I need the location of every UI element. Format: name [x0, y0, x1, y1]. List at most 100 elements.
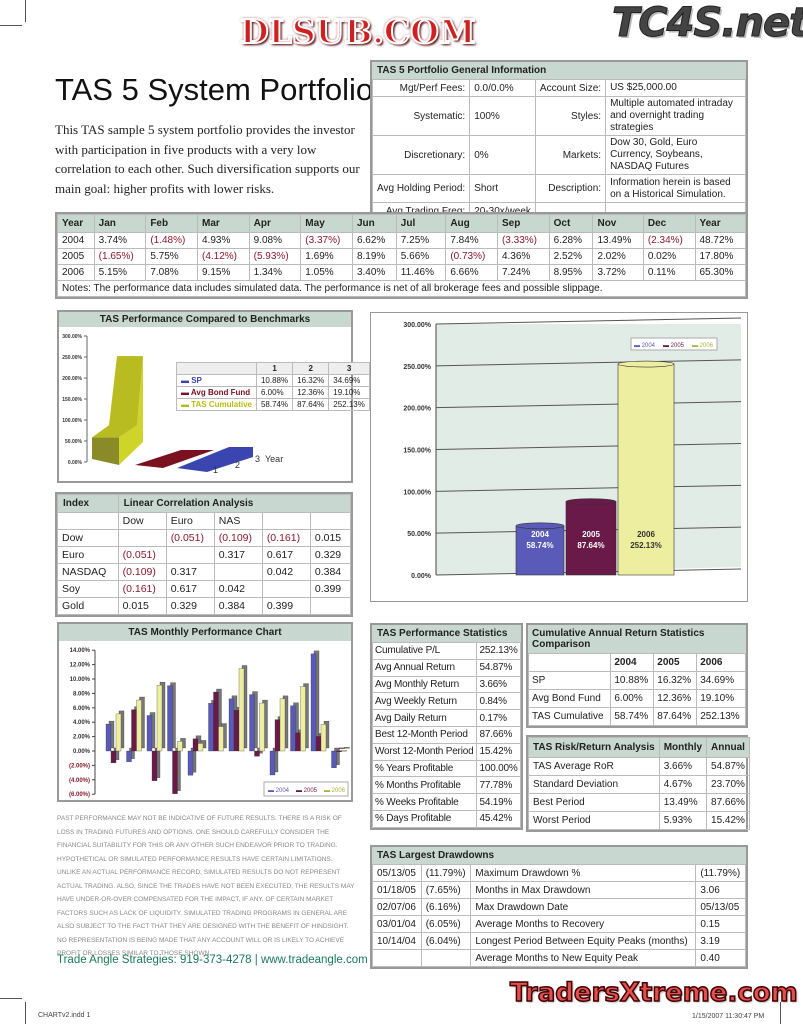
table-row: 2006 5.15% 7.08% 9.15% 1.34% 1.05% 3.40% 11.46%…	[57, 264, 746, 281]
table-cell: 0.042	[213, 580, 263, 598]
y-tick-label: 250.00%	[62, 355, 82, 361]
table-row: % Years Profitable 100.00%	[371, 759, 521, 778]
table-cell	[117, 529, 167, 547]
table-cell: Nov	[592, 214, 644, 233]
bar-2006	[238, 668, 245, 752]
bar-2006	[300, 686, 306, 752]
contact-line[interactable]: Trade Angle Strategies: 919-373-4278 | w…	[57, 954, 368, 966]
y-tick-label: 0.00%	[411, 573, 432, 580]
table-row: Dow Euro NAS	[57, 512, 352, 530]
table-row: Avg Annual Return 54.87%	[371, 658, 521, 677]
table-cell	[527, 653, 612, 672]
table-cell: 3.72%	[592, 264, 644, 281]
table-cell: (0.73%)	[445, 248, 498, 265]
table-cell: 03/01/04	[372, 915, 422, 933]
data-label: 16.32%	[292, 374, 330, 387]
data-label: 34.69%	[328, 374, 370, 387]
bar-side	[339, 747, 345, 750]
table-cell: Monthly	[658, 737, 708, 758]
bar-2005	[233, 710, 240, 752]
table-cell: 13.49%	[592, 232, 644, 249]
table-cell: Euro	[57, 546, 119, 564]
table-cell: Cumulative P/L	[371, 642, 478, 660]
table-row: Discretionary: 0% Markets: Dow 30, Gold, Eu…	[371, 135, 746, 175]
table-cell: 9.08%	[248, 232, 302, 249]
bar-category-label: 2005	[582, 530, 600, 539]
y-tick-label: 6.00%	[73, 706, 91, 712]
table-cell: 7.84%	[445, 232, 498, 249]
table-cell: Avg Holding Period:	[371, 174, 471, 203]
bar-2006	[259, 702, 265, 752]
table-cell	[372, 949, 422, 967]
table-row: Euro (0.051) 0.317 0.617 0.329	[57, 546, 352, 564]
y-tick-label: 100.00%	[403, 489, 431, 496]
gridline	[435, 401, 742, 409]
bar-2004	[187, 750, 194, 776]
y-tick-label: 100.00%	[62, 418, 82, 424]
table-cell: 0.399	[261, 597, 311, 615]
table-cell: 252.13%	[476, 642, 521, 660]
table-cell: 54.87%	[476, 658, 521, 677]
table-cell	[176, 362, 257, 375]
legend-label: ▬ SP	[176, 374, 257, 387]
bar-2005	[565, 501, 617, 576]
table-cell: NAS	[213, 512, 263, 530]
benchmark-chart: TAS Performance Compared to Benchmarks 0…	[57, 310, 370, 483]
table-cell: (1.48%)	[145, 232, 198, 249]
legend-label: ▬ Avg Bond Fund	[176, 386, 257, 399]
series-sp	[177, 447, 253, 472]
table-cell: 0.617	[261, 546, 311, 564]
table-cell: Mgt/Perf Fees:	[371, 79, 471, 97]
table-cell: (6.04%)	[420, 932, 472, 950]
bar-2006	[341, 750, 347, 752]
table-cell: Oct	[548, 214, 594, 233]
table-cell: (3.37%)	[300, 232, 353, 249]
bar-category-label: 2006	[637, 530, 655, 539]
bar-2005	[172, 750, 178, 794]
table-cell: 15.42%	[476, 742, 521, 761]
dlsub-watermark: DLSUB.COM	[239, 11, 476, 52]
table-cell: 0.02%	[642, 248, 696, 265]
table-cell: (0.161)	[261, 529, 311, 547]
table-cell: 11.46%	[395, 264, 447, 281]
bar-2004	[126, 750, 132, 762]
table-row: Worst Period 5.93% 15.42%	[528, 811, 750, 830]
table-cell: Systematic:	[371, 96, 471, 136]
bar-2004	[249, 694, 255, 752]
y-tick-label: (2.00%)	[69, 763, 90, 769]
table-cell: 0.329	[165, 597, 215, 615]
table-cell: 0.015	[309, 529, 352, 547]
table-cell: Mar	[196, 214, 250, 233]
bar-2005	[315, 736, 322, 752]
legend-label: ▬ TAS Cumulative	[176, 398, 257, 411]
cumulative-return-table: Cumulative Annual Return Statistics Comp…	[526, 623, 748, 728]
table-cell: Information herein is based on a Histori…	[605, 174, 746, 203]
table-cell: Worst Period	[528, 811, 660, 830]
legend-item: ▬ 2005	[663, 343, 685, 349]
table-cell: Soy	[57, 580, 119, 598]
gridline	[435, 484, 742, 492]
y-tick-label: 300.00%	[62, 334, 82, 340]
table-cell: Styles:	[534, 96, 607, 136]
general-info-title: TAS 5 Portfolio General Information	[372, 62, 746, 79]
table-cell: 48.72%	[694, 232, 746, 249]
series-tas-front	[92, 437, 119, 465]
table-cell: 0.399	[309, 580, 352, 598]
bar-2005	[110, 750, 117, 764]
data-label: 10.88%	[255, 374, 294, 387]
y-tick-label: 4.00%	[73, 720, 91, 726]
bar-2006	[197, 743, 204, 752]
table-cell: (11.79%)	[695, 864, 746, 882]
table-cell: 0.042	[261, 563, 311, 581]
bar-top	[515, 522, 565, 530]
bar-2006	[156, 684, 163, 752]
table-row: Worst 12-Month Period 15.42%	[371, 742, 521, 761]
table-row: Gold 0.015 0.329 0.384 0.399	[57, 597, 352, 615]
table-cell: Linear Correlation Analysis	[117, 494, 352, 513]
table-cell: NASDAQ	[57, 563, 119, 581]
table-cell: 7.25%	[395, 232, 447, 249]
y-tick-label: 150.00%	[403, 448, 431, 455]
table-cell: Annual	[706, 737, 750, 758]
table-cell: 77.78%	[476, 776, 521, 795]
table-cell: (0.051)	[117, 546, 167, 564]
